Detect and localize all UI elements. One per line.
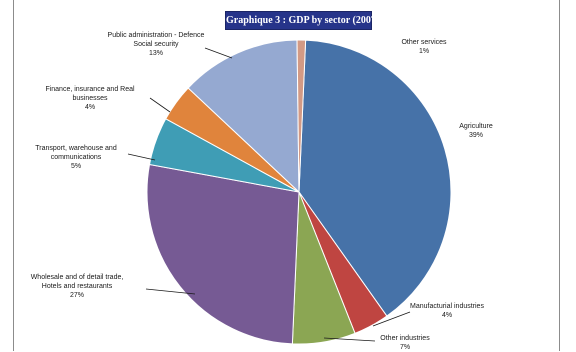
- pie-slice: [298, 39, 452, 317]
- chart-title: Graphique 3 : GDP by sector (2007): [225, 11, 379, 30]
- pie-slice: [187, 39, 300, 194]
- leader-line: [127, 153, 156, 161]
- chart-frame: [13, 0, 560, 351]
- leader-line: [372, 311, 411, 327]
- slice-label: Agriculture 39%: [459, 123, 493, 139]
- slice-label: Public administration - Defence Social se…: [108, 32, 205, 57]
- slice-label: Manufacturial industries 4%: [410, 303, 484, 319]
- slice-label: Wholesale and of detail trade, Hotels and…: [31, 274, 124, 299]
- slice-label: Other services 1%: [401, 39, 447, 55]
- leader-line: [145, 288, 196, 295]
- slice-label: Finance, insurance and Real businesses 4%: [45, 86, 135, 111]
- leader-line: [149, 97, 171, 113]
- slice-label: Transport, warehouse and communications 5%: [35, 145, 117, 170]
- leader-line: [204, 47, 233, 59]
- leader-line: [323, 337, 376, 342]
- pie-slice: [296, 39, 307, 193]
- pie-slice: [146, 163, 300, 345]
- slice-label: Other industries 7%: [380, 335, 430, 351]
